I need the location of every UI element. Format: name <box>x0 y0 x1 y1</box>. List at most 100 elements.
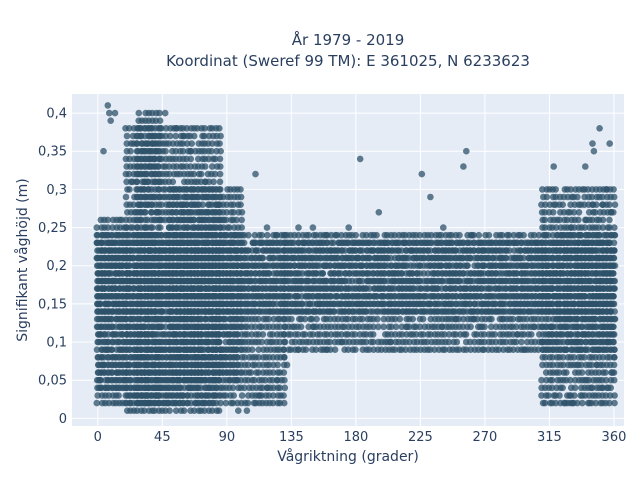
scatter-point <box>184 400 191 407</box>
scatter-point <box>202 377 209 384</box>
scatter-point <box>145 308 152 315</box>
scatter-point <box>106 301 113 308</box>
scatter-point <box>528 331 535 338</box>
scatter-point <box>282 385 289 392</box>
scatter-point <box>123 217 130 224</box>
scatter-point <box>332 346 339 353</box>
scatter-point <box>145 179 152 186</box>
scatter-point <box>157 308 164 315</box>
scatter-point <box>237 285 244 292</box>
scatter-point <box>135 316 142 323</box>
scatter-point <box>234 255 241 262</box>
scatter-point <box>138 301 145 308</box>
scatter-point <box>198 369 205 376</box>
scatter-point <box>227 255 234 262</box>
scatter-point <box>217 156 224 163</box>
scatter-point <box>156 301 163 308</box>
scatter-point <box>149 224 156 231</box>
scatter-point <box>313 316 320 323</box>
scatter-point <box>155 324 162 331</box>
scatter-point <box>156 110 163 117</box>
scatter-point <box>393 324 400 331</box>
scatter-point <box>155 270 162 277</box>
scatter-point <box>213 400 220 407</box>
scatter-point <box>123 331 130 338</box>
scatter-point <box>155 400 162 407</box>
scatter-point <box>178 278 185 285</box>
scatter-point <box>420 316 427 323</box>
scatter-point <box>152 232 159 239</box>
scatter-point <box>141 209 148 216</box>
scatter-point <box>97 377 104 384</box>
scatter-point <box>217 133 224 140</box>
scatter-point <box>237 201 244 208</box>
scatter-point <box>202 163 209 170</box>
scatter-point <box>130 285 137 292</box>
scatter-point <box>117 285 124 292</box>
scatter-point <box>196 240 203 247</box>
scatter-point <box>157 278 164 285</box>
scatter-point <box>184 301 191 308</box>
scatter-point <box>123 247 130 254</box>
scatter-point <box>216 407 223 414</box>
scatter-point <box>216 339 223 346</box>
scatter-point <box>170 331 177 338</box>
scatter-point <box>105 270 112 277</box>
scatter-point <box>156 240 163 247</box>
scatter-point <box>237 232 244 239</box>
scatter-point <box>149 331 156 338</box>
scatter-point <box>127 148 134 155</box>
scatter-point <box>124 232 131 239</box>
scatter-point <box>127 400 134 407</box>
scatter-point <box>156 293 163 300</box>
scatter-point <box>192 255 199 262</box>
scatter-point <box>169 247 176 254</box>
scatter-point <box>500 308 507 315</box>
scatter-point <box>156 156 163 163</box>
scatter-point <box>123 194 130 201</box>
scatter-point <box>117 270 124 277</box>
scatter-point <box>156 201 163 208</box>
scatter-point <box>237 308 244 315</box>
scatter-point <box>156 262 163 269</box>
scatter-point <box>471 301 478 308</box>
scatter-point <box>199 201 206 208</box>
scatter-point <box>157 125 164 132</box>
scatter-point <box>108 240 115 247</box>
scatter-point <box>142 224 149 231</box>
scatter-point <box>191 133 198 140</box>
scatter-point <box>216 125 223 132</box>
scatter-point <box>124 133 131 140</box>
scatter-point <box>123 369 130 376</box>
scatter-point <box>173 262 180 269</box>
scatter-point <box>288 316 295 323</box>
scatter-point <box>238 217 245 224</box>
scatter-point <box>109 324 116 331</box>
scatter-point <box>239 369 246 376</box>
scatter-point <box>156 186 163 193</box>
scatter-point <box>157 385 164 392</box>
scatter-point <box>170 179 177 186</box>
scatter-point <box>217 179 224 186</box>
scatter-point <box>238 194 245 201</box>
scatter-point <box>157 117 164 124</box>
scatter-point <box>156 255 163 262</box>
scatter-point <box>238 270 245 277</box>
scatter-point <box>260 331 267 338</box>
scatter-point <box>266 270 273 277</box>
scatter-point <box>331 308 338 315</box>
scatter-point <box>488 316 495 323</box>
scatter-point <box>141 324 148 331</box>
scatter-point <box>162 148 169 155</box>
scatter-point <box>239 316 246 323</box>
scatter-point <box>124 362 131 369</box>
scatter-point <box>146 369 153 376</box>
scatter-point <box>518 339 525 346</box>
scatter-point <box>102 262 109 269</box>
scatter-point <box>126 186 133 193</box>
scatter-point <box>115 392 122 399</box>
scatter-point <box>238 324 245 331</box>
scatter-point <box>181 407 188 414</box>
